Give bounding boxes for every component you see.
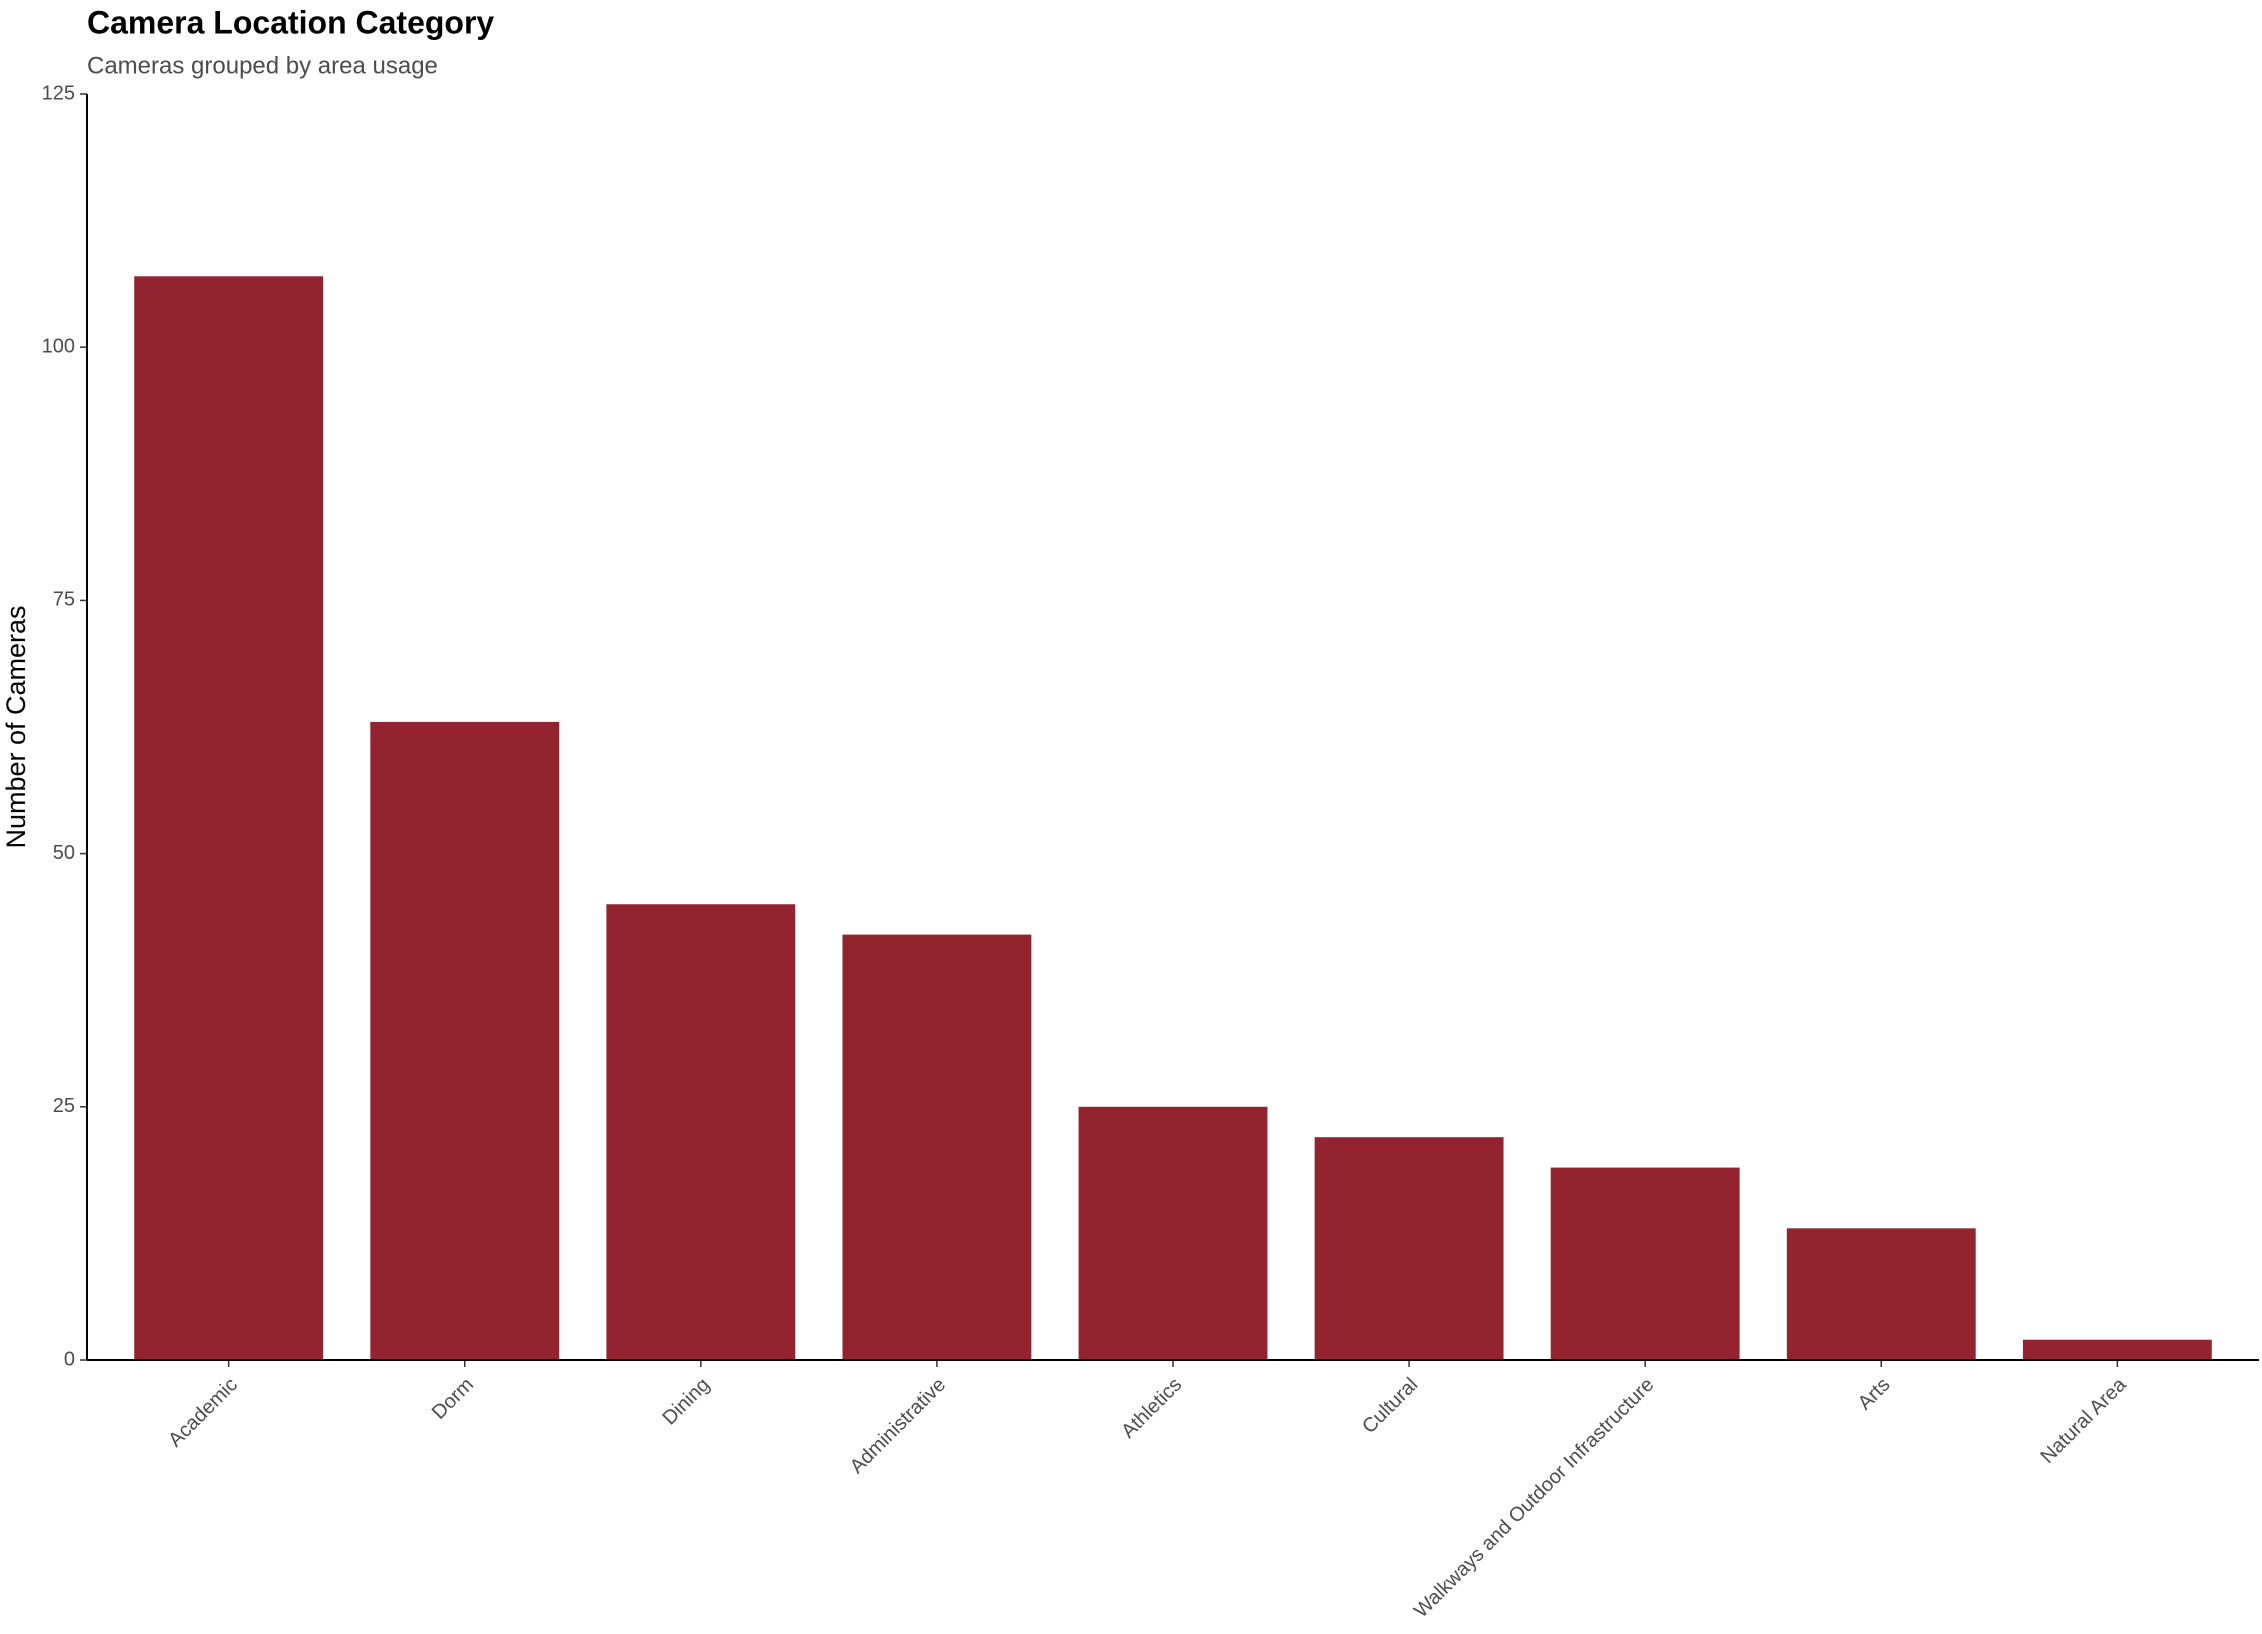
x-tick-label: Dorm bbox=[428, 1374, 478, 1424]
y-tick-label: 50 bbox=[53, 842, 75, 864]
bar bbox=[370, 721, 560, 1360]
x-tick-label: Administrative bbox=[846, 1374, 950, 1478]
chart-title: Camera Location Category bbox=[87, 4, 494, 40]
chart-subtitle: Cameras grouped by area usage bbox=[87, 52, 438, 79]
y-tick-label: 125 bbox=[42, 82, 75, 104]
x-tick-label: Walkways and Outdoor Infrastructure bbox=[1410, 1374, 1658, 1622]
bar bbox=[606, 904, 796, 1360]
bar bbox=[1078, 1106, 1268, 1360]
y-tick-label: 75 bbox=[53, 589, 75, 611]
bar bbox=[1550, 1167, 1740, 1360]
y-axis-label: Number of Cameras bbox=[1, 605, 31, 848]
x-tick-label: Cultural bbox=[1358, 1374, 1422, 1438]
bar bbox=[1786, 1228, 1976, 1360]
y-tick-label: 100 bbox=[42, 335, 75, 357]
bar bbox=[134, 276, 324, 1361]
bar bbox=[1314, 1137, 1504, 1360]
y-tick-label: 25 bbox=[53, 1095, 75, 1117]
x-tick-label: Natural Area bbox=[2036, 1373, 2131, 1468]
bar bbox=[2022, 1339, 2212, 1360]
x-tick-label: Dining bbox=[658, 1374, 714, 1430]
x-tick-label: Arts bbox=[1854, 1374, 1895, 1415]
x-tick-label: Academic bbox=[164, 1374, 242, 1452]
x-tick-label: Athletics bbox=[1117, 1374, 1186, 1443]
bar bbox=[842, 934, 1032, 1360]
y-tick-label: 0 bbox=[64, 1348, 75, 1370]
